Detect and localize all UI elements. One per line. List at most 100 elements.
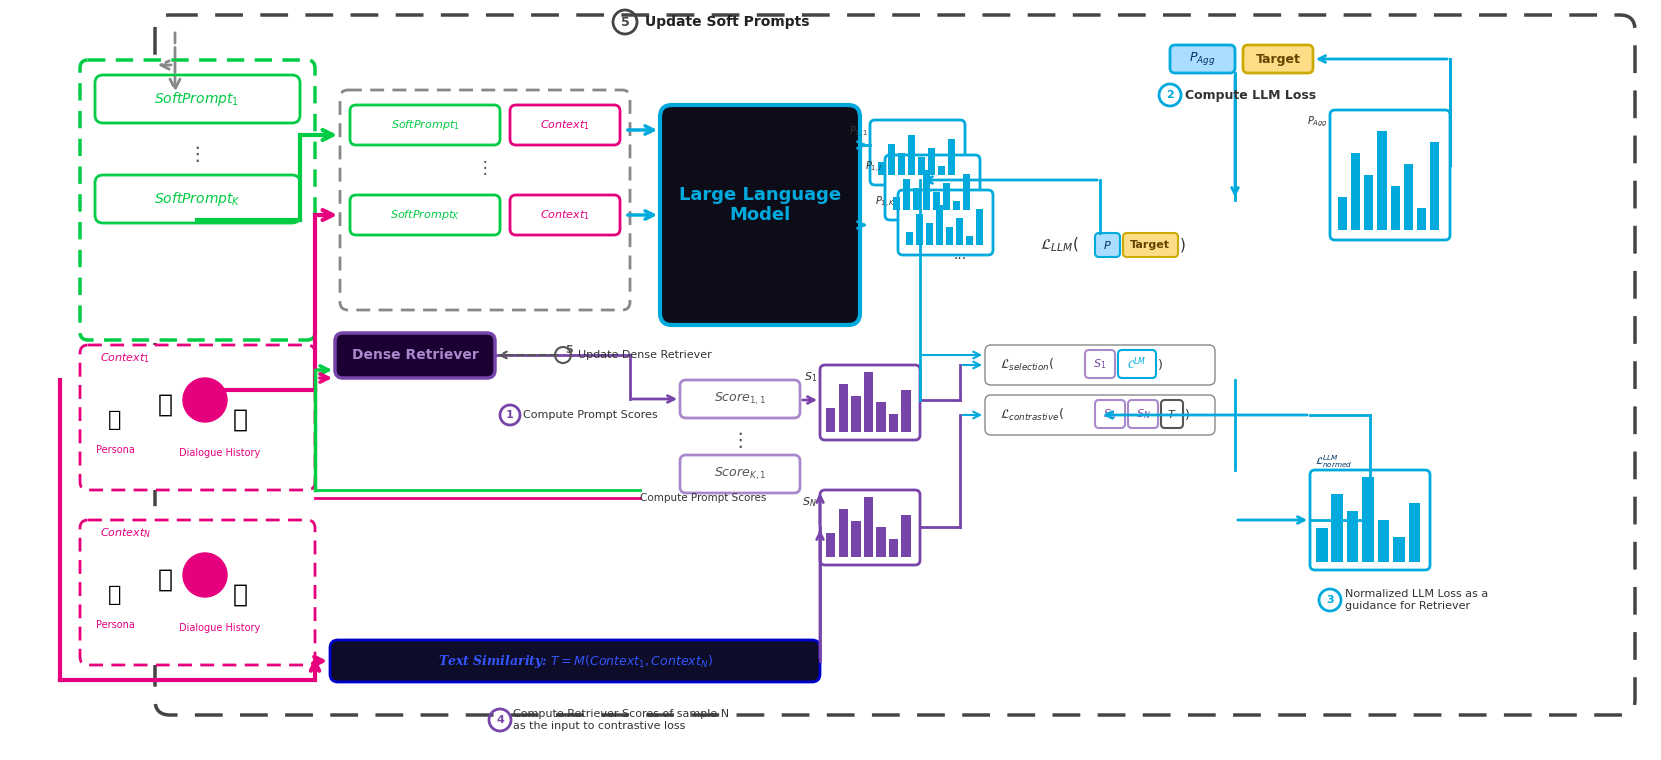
Text: 5: 5 [621,15,630,28]
Bar [894,197,900,210]
Bar [864,372,874,432]
FancyBboxPatch shape [331,640,821,682]
Bar [889,539,899,557]
Text: $P_{1,1}$: $P_{1,1}$ [849,125,869,140]
Text: 🤖: 🤖 [158,568,173,592]
Bar [925,223,933,245]
Text: $P_{Agg}$: $P_{Agg}$ [1189,50,1216,68]
Text: ): ) [1179,237,1186,252]
Circle shape [183,553,228,597]
Text: 📋: 📋 [108,585,121,605]
Bar [1404,164,1414,230]
Text: 👤: 👤 [233,583,247,607]
FancyBboxPatch shape [985,345,1214,385]
FancyBboxPatch shape [1118,350,1156,378]
Text: 5: 5 [565,345,573,355]
Text: $S_1$: $S_1$ [804,370,817,384]
FancyBboxPatch shape [1095,400,1124,428]
Bar [1430,142,1438,230]
FancyBboxPatch shape [821,365,920,440]
Bar [889,414,899,432]
FancyBboxPatch shape [1095,233,1120,257]
Text: Large Language
Model: Large Language Model [679,185,840,224]
Text: 2: 2 [1166,90,1174,100]
Text: Normalized LLM Loss as a
guidance for Retriever: Normalized LLM Loss as a guidance for Re… [1345,589,1488,611]
Bar [1390,186,1400,230]
Bar [889,144,895,175]
Circle shape [183,378,228,422]
Bar [902,515,910,557]
Text: Compute Prompt Scores: Compute Prompt Scores [639,493,766,503]
Bar [902,390,910,432]
FancyBboxPatch shape [1242,45,1312,73]
Bar [877,402,885,432]
Bar [937,204,943,245]
Text: $SoftPrompt_1$: $SoftPrompt_1$ [390,118,460,132]
Text: $Context_1$: $Context_1$ [540,118,590,132]
Bar [943,183,950,210]
Text: $\mathcal{L}^{LLM}_{normed}$: $\mathcal{L}^{LLM}_{normed}$ [1316,453,1352,470]
FancyBboxPatch shape [341,90,630,310]
Bar [1339,197,1347,230]
Text: $Context_N$: $Context_N$ [100,526,151,540]
Bar [905,232,914,245]
Bar [967,236,973,245]
Text: $S_1$: $S_1$ [1093,357,1106,371]
Text: $SoftPrompt_K$: $SoftPrompt_K$ [390,208,460,222]
FancyBboxPatch shape [679,455,801,493]
FancyBboxPatch shape [350,105,500,145]
FancyBboxPatch shape [1311,470,1430,570]
Text: Compute LLM Loss: Compute LLM Loss [1184,88,1316,102]
Bar [1377,131,1387,230]
Text: ⋮: ⋮ [477,159,493,177]
Text: Update Dense Retriever: Update Dense Retriever [578,350,713,360]
Bar [947,227,953,245]
Bar [948,139,955,175]
Text: Update Soft Prompts: Update Soft Prompts [644,15,809,29]
Text: Dense Retriever: Dense Retriever [352,348,478,362]
FancyBboxPatch shape [510,195,620,235]
Text: Persona: Persona [96,445,135,455]
FancyBboxPatch shape [870,120,965,185]
Bar [1332,494,1344,562]
FancyBboxPatch shape [510,105,620,145]
Bar [877,527,885,557]
Text: ⋮: ⋮ [731,430,749,449]
Bar [953,201,960,210]
Text: $P$: $P$ [1103,239,1111,251]
Text: ⋮: ⋮ [188,145,206,164]
Bar [1316,528,1327,562]
Bar [914,188,920,210]
Text: $P_{1,K}$: $P_{1,K}$ [875,195,895,210]
Text: 🤖: 🤖 [158,393,173,417]
Text: 4: 4 [497,715,503,725]
FancyBboxPatch shape [985,395,1214,435]
Bar [1409,502,1420,562]
Text: $Score_{1,1}$: $Score_{1,1}$ [714,391,766,407]
FancyBboxPatch shape [1123,233,1178,257]
Bar [1347,511,1359,562]
Text: $\mathcal{L}_{contrastive}($: $\mathcal{L}_{contrastive}($ [1000,407,1065,423]
Text: Target: Target [1129,240,1169,250]
FancyBboxPatch shape [95,75,301,123]
Text: Persona: Persona [96,620,135,630]
FancyBboxPatch shape [1128,400,1158,428]
Bar [977,209,983,245]
Text: Dialogue History: Dialogue History [179,448,261,458]
Bar [919,157,925,175]
Bar [1417,208,1425,230]
Bar [904,179,910,210]
Text: ): ) [1158,359,1163,372]
Text: Text Similarity: $T = M(Context_1, Context_N)$: Text Similarity: $T = M(Context_1, Conte… [437,653,713,670]
Text: Compute Retriever Scores of sample N
as the input to contrastive loss: Compute Retriever Scores of sample N as … [513,709,729,731]
Text: $Context_1$: $Context_1$ [540,208,590,222]
FancyBboxPatch shape [1161,400,1183,428]
FancyBboxPatch shape [80,345,316,490]
Bar [963,174,970,210]
Bar [850,396,860,432]
FancyBboxPatch shape [821,490,920,565]
FancyBboxPatch shape [659,105,860,325]
FancyBboxPatch shape [80,520,316,665]
Bar [899,153,905,175]
FancyBboxPatch shape [1169,45,1236,73]
